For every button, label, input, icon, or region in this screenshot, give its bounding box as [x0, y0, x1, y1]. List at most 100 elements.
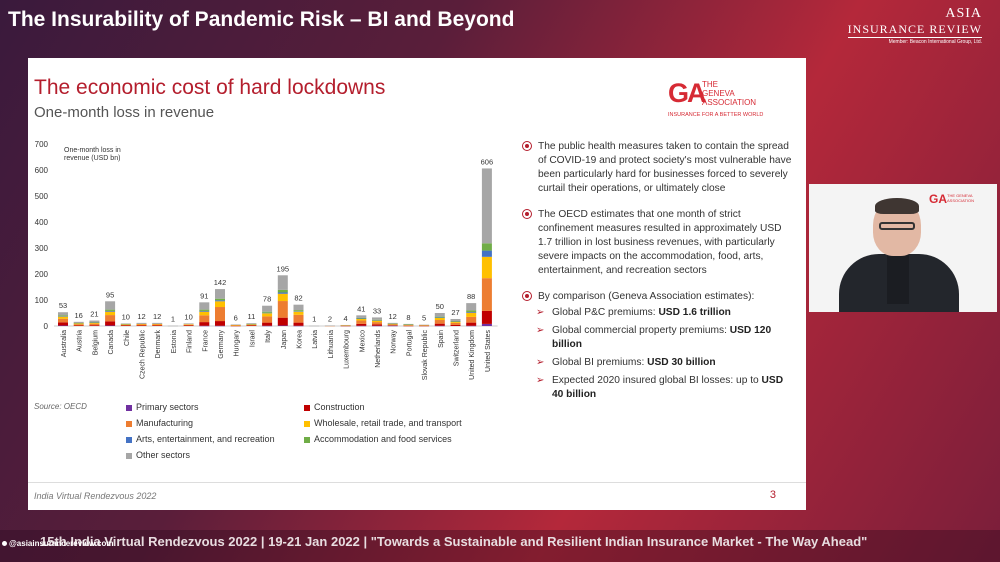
bar-total-label: 88	[467, 292, 475, 301]
bar-segment	[277, 292, 288, 294]
bar-segment	[481, 256, 492, 279]
bar-total-label: 41	[357, 304, 365, 313]
bar-segment	[215, 289, 225, 299]
speaker-ga-logo-mark: GA	[929, 192, 947, 206]
sub-bullet-item: ➢ Global P&C premiums: USD 1.6 trillion	[536, 306, 797, 320]
bar-segment	[403, 324, 414, 325]
arrow-check-icon: ➢	[536, 375, 545, 386]
y-axis-label: revenue (USD bn)	[64, 155, 120, 162]
bar-segment	[293, 311, 304, 312]
bar-segment	[324, 325, 335, 327]
y-axis-label: One-month loss in	[64, 147, 121, 154]
bar-segment	[372, 317, 382, 320]
bar-segment	[136, 324, 147, 326]
bar-total-label: 6	[234, 313, 238, 322]
bar-segment	[293, 325, 304, 327]
x-tick-label: Norway	[391, 330, 398, 354]
logo-line-1: ASIA	[945, 6, 982, 21]
bar-segment	[356, 325, 367, 327]
legend-label: Arts, entertainment, and recreation	[136, 434, 275, 444]
bar-segment	[73, 324, 84, 326]
bar-segment	[215, 307, 225, 322]
x-tick-label: Slovak Republic	[422, 330, 429, 381]
y-tick-label: 300	[35, 244, 49, 253]
bar-segment	[372, 324, 382, 326]
bar-total-label: 4	[344, 314, 348, 323]
bar-segment	[89, 320, 100, 323]
bar-segment	[450, 324, 461, 326]
bar-segment	[136, 323, 147, 325]
bar-segment	[199, 309, 210, 311]
bar-segment	[73, 323, 84, 325]
bar-segment	[356, 317, 367, 319]
x-tick-label: United States	[485, 330, 492, 373]
bar-segment	[403, 324, 414, 326]
legend-label: Primary sectors	[136, 402, 199, 412]
bar-segment	[387, 323, 398, 325]
y-tick-label: 0	[44, 322, 49, 331]
y-tick-label: 700	[35, 140, 49, 149]
bar-segment	[199, 311, 210, 316]
sub-bullet-text: Global BI premiums:	[552, 357, 648, 368]
bar-segment	[403, 325, 414, 326]
bar-segment	[466, 316, 477, 323]
x-tick-label: Switzerland	[454, 330, 461, 366]
asia-insurance-review-logo: ASIA INSURANCE REVIEW Member: Beacon Int…	[847, 6, 982, 45]
y-tick-label: 200	[35, 270, 49, 279]
bar-segment	[340, 324, 351, 326]
bar-total-label: 16	[75, 311, 83, 320]
speaker-ga-logo-text: THE GENEVA ASSOCIATION	[947, 193, 975, 203]
bar-segment	[481, 278, 492, 311]
x-tick-label: Mexico	[359, 330, 366, 352]
bar-segment	[105, 309, 116, 311]
bar-segment	[419, 325, 430, 327]
bar-segment	[246, 323, 257, 325]
bar-total-label: 5	[422, 314, 426, 323]
bar-segment	[340, 325, 351, 326]
legend-label: Construction	[314, 402, 365, 412]
bar-segment	[262, 305, 273, 312]
speaker-video: GA THE GENEVA ASSOCIATION	[809, 184, 997, 312]
x-tick-label: Japan	[281, 330, 288, 349]
bar-total-label: 27	[451, 308, 459, 317]
bar-segment	[403, 325, 414, 327]
y-tick-label: 600	[35, 166, 49, 175]
bar-segment	[215, 325, 225, 327]
bar-segment	[89, 323, 100, 326]
legend-swatch	[304, 420, 310, 427]
bar-segment	[136, 325, 147, 326]
bar-segment	[105, 311, 116, 316]
bar-segment	[58, 316, 68, 319]
bar-total-label: 91	[200, 291, 208, 300]
bar-segment	[58, 322, 68, 326]
bar-segment	[230, 324, 241, 326]
x-tick-label: Netherlands	[375, 330, 382, 368]
bar-segment	[246, 325, 257, 326]
bar-segment	[73, 321, 84, 324]
ga-logo-mark: GA	[668, 78, 706, 108]
bar-total-label: 21	[90, 310, 98, 319]
bar-segment	[262, 316, 273, 323]
legend-item: Wholesale, retail trade, and transport	[304, 418, 462, 428]
geneva-association-logo: GA THE GENEVA ASSOCIATION INSURANCE FOR …	[668, 78, 778, 120]
legend-item: Primary sectors	[126, 402, 199, 412]
bar-total-label: 33	[373, 306, 381, 315]
bar-total-label: 12	[137, 312, 145, 321]
x-tick-label: Hungary	[234, 330, 241, 357]
x-tick-label: Korea	[297, 330, 304, 349]
arrow-check-icon: ➢	[536, 357, 545, 368]
bar-segment	[277, 325, 288, 326]
legend-item: Accommodation and food services	[304, 434, 452, 444]
sub-bullet-item: ➢ Global BI premiums: USD 30 billion	[536, 356, 797, 370]
sub-bullet-value: USD 30 billion	[647, 357, 716, 368]
bar-segment	[419, 324, 430, 326]
bullet-circle-icon	[522, 141, 532, 151]
arrow-check-icon: ➢	[536, 325, 545, 336]
bar-segment	[434, 323, 445, 326]
bar-segment	[105, 315, 116, 322]
bar-segment	[58, 316, 68, 317]
bar-total-label: 10	[122, 312, 130, 321]
bar-segment	[262, 313, 273, 317]
bar-segment	[434, 317, 445, 318]
bar-segment	[262, 312, 273, 314]
